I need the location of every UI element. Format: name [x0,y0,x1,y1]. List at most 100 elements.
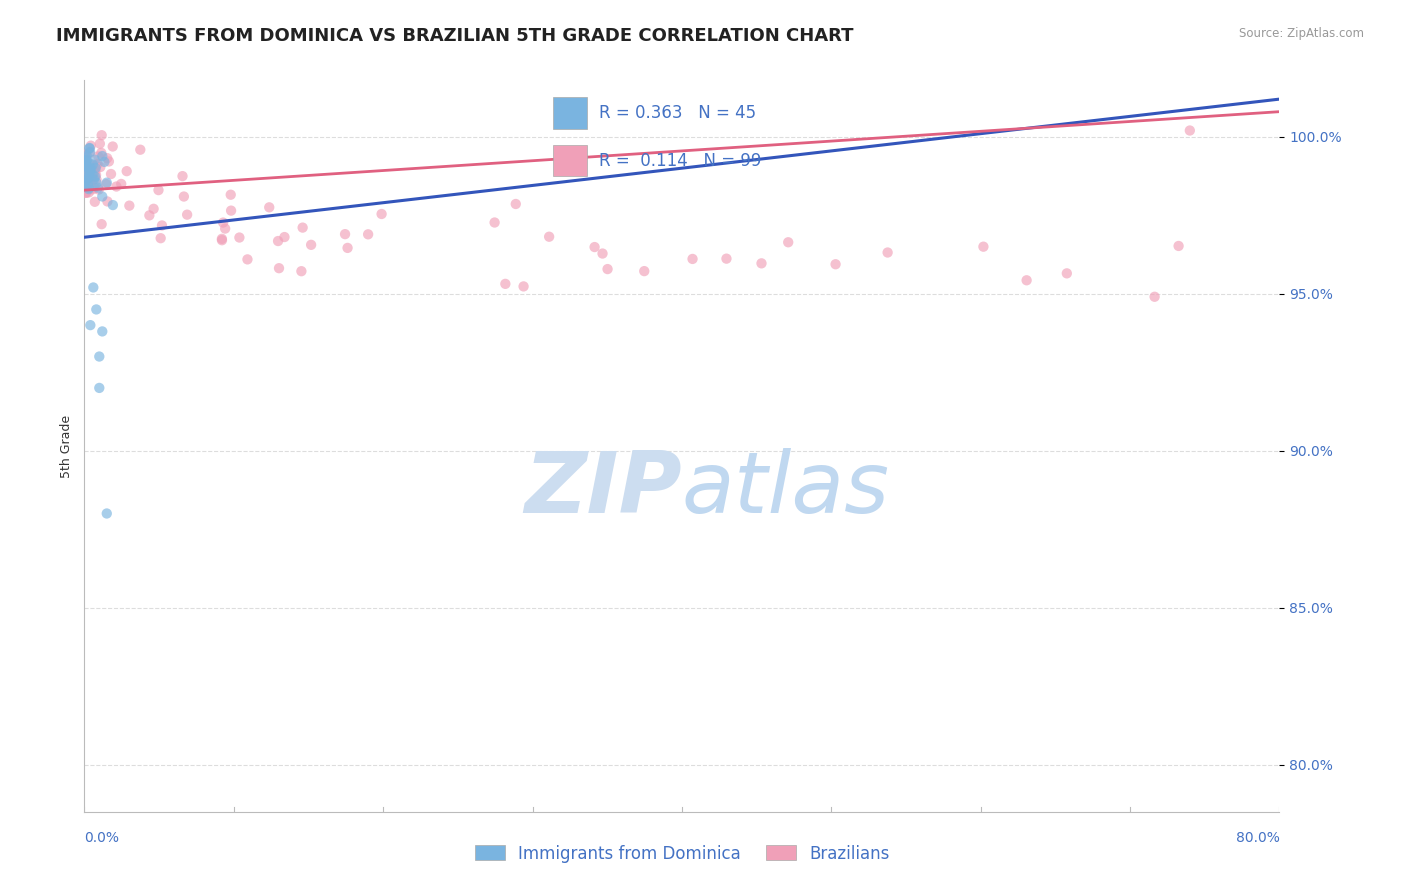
Point [75,164,97,178]
Point [142,202,165,216]
Point [219,203,242,218]
Point [212,216,235,230]
Point [1015,273,1038,287]
Legend: Immigrants from Dominica, Brazilians: Immigrants from Dominica, Brazilians [468,838,896,869]
Point [91,325,114,339]
Point [76,162,98,177]
Point [87,182,110,196]
Point [100,167,122,181]
Point [80,173,103,187]
Point [299,237,322,252]
Point [84,159,107,173]
Text: Source: ZipAtlas.com: Source: ZipAtlas.com [1239,27,1364,40]
Point [75,176,97,190]
Point [236,252,259,267]
Point [538,229,561,244]
Point [79,142,101,156]
Point [484,215,506,229]
Point [75,146,97,161]
Point [96,178,118,192]
Point [1056,266,1078,280]
Point [79,164,101,178]
Point [75,153,97,167]
Point [75,159,97,173]
Point [75,153,97,168]
Text: 80.0%: 80.0% [1236,831,1279,846]
Point [75,186,97,200]
Point [77,165,100,179]
Point [1143,290,1166,304]
Point [84,163,107,178]
Point [80,165,103,179]
Point [77,181,100,195]
Point [583,240,606,254]
Point [75,161,97,176]
Point [129,143,152,157]
Point [79,156,101,170]
Point [149,231,172,245]
Point [79,161,101,176]
Point [77,182,100,196]
Point [778,235,800,250]
Point [105,179,128,194]
Point [176,208,198,222]
Point [876,245,898,260]
Point [80,161,103,175]
Point [512,279,534,293]
Point [76,153,98,168]
Point [96,194,118,209]
Point [79,145,101,159]
Point [211,233,233,247]
Point [79,146,101,161]
Point [79,318,101,333]
Point [84,161,107,175]
Point [89,136,111,151]
Point [75,186,97,200]
Point [76,167,98,181]
Point [101,139,124,153]
Point [82,280,104,294]
Point [172,169,194,183]
Point [89,381,111,395]
Point [110,177,132,191]
Point [83,172,105,186]
Point [82,158,104,172]
Point [76,170,98,185]
Point [76,148,98,162]
Text: atlas: atlas [682,449,890,532]
Point [83,153,105,167]
Point [75,158,97,172]
Point [82,168,104,182]
Point [267,234,290,248]
Point [77,172,100,186]
Y-axis label: 5th Grade: 5th Grade [60,415,73,477]
Point [87,180,110,194]
Point [79,141,101,155]
Point [257,200,280,214]
Point [228,230,250,244]
Point [75,159,97,173]
Point [93,155,115,169]
Point [90,128,112,143]
Point [76,161,98,176]
Point [824,257,846,271]
Point [86,157,108,171]
Point [333,227,356,241]
Point [336,241,359,255]
Point [86,302,108,317]
Point [682,252,704,266]
Point [79,162,101,177]
Point [592,246,614,260]
Point [75,158,97,172]
Point [76,173,98,187]
Point [82,182,104,196]
Point [84,168,107,182]
Point [1167,239,1189,253]
Point [96,507,118,521]
Point [75,165,97,179]
Point [75,174,97,188]
Point [716,252,738,266]
Point [89,350,111,364]
Point [138,208,160,222]
Point [80,138,103,153]
